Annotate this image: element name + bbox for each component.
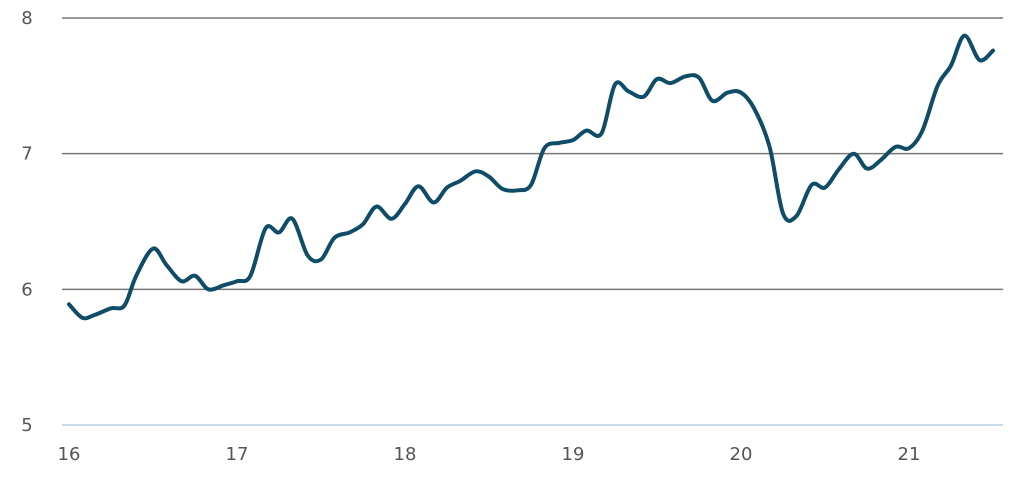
- gridlines: [62, 17, 1003, 426]
- y-tick-label: 5: [21, 415, 32, 436]
- y-axis-ticks: 5 6 7 8: [21, 8, 32, 436]
- x-tick-label: 19: [562, 444, 585, 465]
- x-tick-label: 21: [898, 444, 921, 465]
- series-line: [67, 33, 995, 321]
- series-layer: [67, 33, 995, 321]
- y-tick-label: 7: [21, 144, 32, 165]
- x-tick-label: 20: [730, 444, 753, 465]
- x-tick-label: 17: [226, 444, 249, 465]
- x-tick-label: 18: [394, 444, 417, 465]
- y-tick-label: 8: [21, 8, 32, 29]
- y-tick-label: 6: [21, 279, 32, 300]
- x-axis-ticks: 16 17 18 19 20 21: [58, 444, 921, 465]
- x-tick-label: 16: [58, 444, 81, 465]
